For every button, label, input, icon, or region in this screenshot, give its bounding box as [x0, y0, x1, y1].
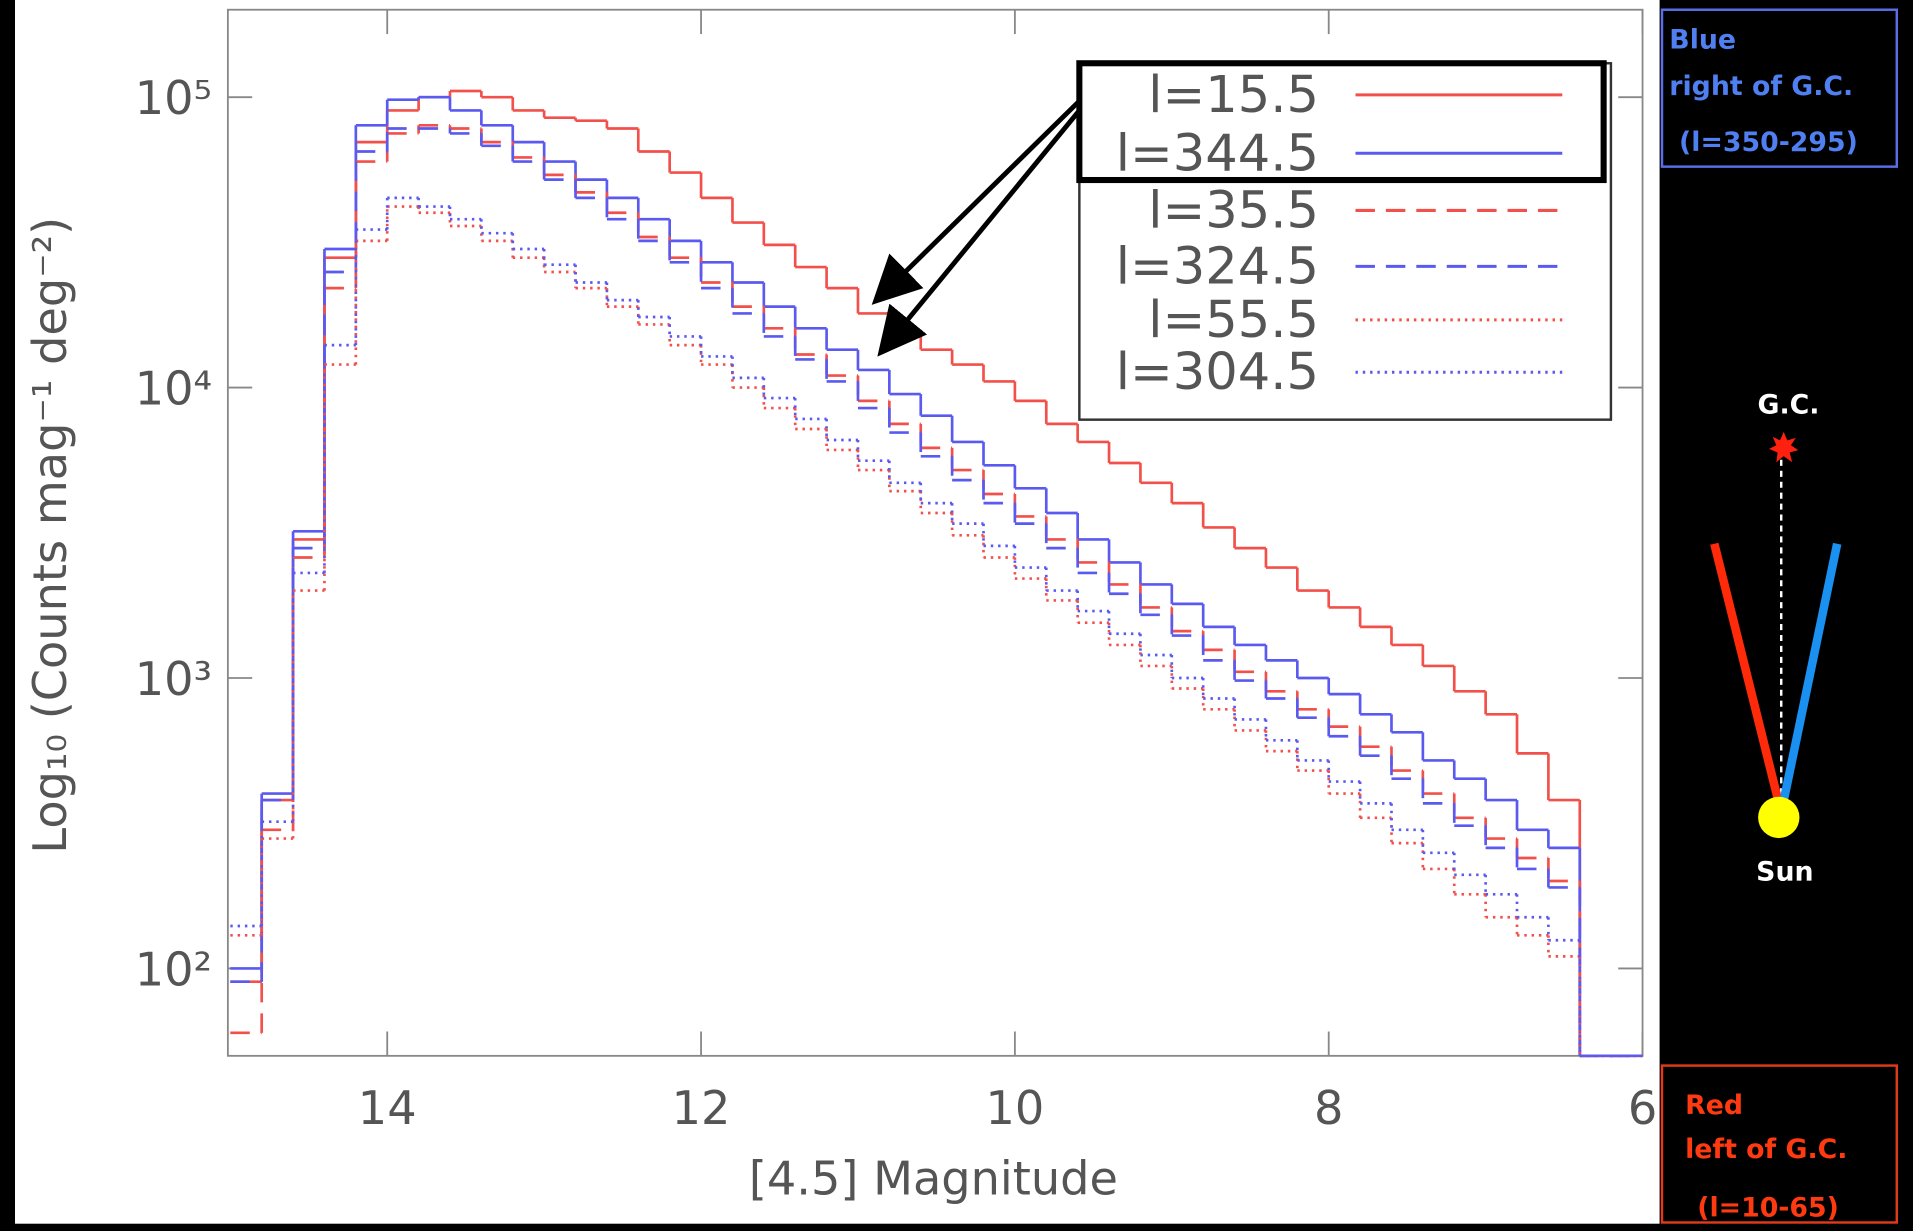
- legend-highlight: [1076, 60, 1607, 184]
- side-panel: Blue right of G.C. (l=350-295) G.C. Sun …: [1660, 8, 1898, 1224]
- x-tick-label: 10: [985, 1081, 1044, 1135]
- legend-label: l=55.5: [1148, 291, 1319, 350]
- series: [230, 196, 1643, 1058]
- blue-title: Blue: [1669, 25, 1736, 56]
- red-box: [1660, 1064, 1898, 1224]
- gc-label: G.C.: [1758, 390, 1820, 421]
- legend-label: l=344.5: [1116, 124, 1319, 183]
- y-tick-label: 10⁵: [135, 71, 212, 125]
- y-axis-label: Log₁₀ (Counts mag⁻¹ deg⁻²): [23, 217, 77, 854]
- y-tick-label: 10²: [135, 942, 212, 996]
- red-sightline: [1710, 542, 1786, 814]
- blue-sightline: [1777, 542, 1842, 814]
- arrow: [871, 100, 1080, 305]
- legend-label: l=324.5: [1116, 237, 1319, 296]
- y-tick-label: 10³: [135, 652, 212, 706]
- legend-label: l=35.5: [1148, 181, 1319, 240]
- blue-box: [1660, 8, 1898, 168]
- legend-label: l=304.5: [1116, 343, 1319, 402]
- x-axis-label: [4.5] Magnitude: [749, 1152, 1118, 1206]
- plot-frame: [226, 8, 1644, 1057]
- x-tick-label: 12: [672, 1081, 731, 1135]
- sun-label: Sun: [1756, 857, 1813, 888]
- legend-box: [1078, 62, 1613, 421]
- x-tick-label: 8: [1314, 1081, 1343, 1135]
- blue-desc: right of G.C.: [1669, 71, 1853, 102]
- y-tick-label: 10⁴: [135, 362, 212, 416]
- x-tick-label: 14: [358, 1081, 417, 1135]
- sun: [1758, 796, 1800, 839]
- red-desc: left of G.C.: [1685, 1134, 1847, 1165]
- x-tick-label: 6: [1628, 1081, 1657, 1135]
- blue-range: (l=350-295): [1679, 127, 1858, 158]
- red-range: (l=10-65): [1697, 1192, 1839, 1223]
- gc-star: [1769, 431, 1799, 463]
- red-title: Red: [1685, 1090, 1743, 1121]
- legend-label: l=15.5: [1148, 66, 1319, 125]
- arrow: [877, 110, 1081, 357]
